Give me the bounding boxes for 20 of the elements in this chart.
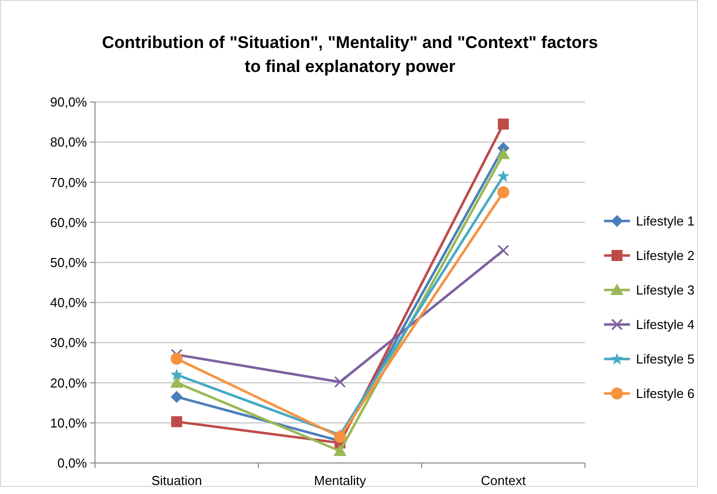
y-tick-label: 90,0%	[50, 94, 88, 110]
legend-label: Lifestyle 5	[636, 352, 695, 367]
legend-label: Lifestyle 2	[636, 248, 695, 264]
x-tick-label: Situation	[151, 473, 202, 488]
y-tick-label: 50,0%	[50, 254, 88, 270]
y-tick-label: 40,0%	[50, 295, 88, 310]
y-tick-label: 60,0%	[50, 214, 88, 230]
chart-title: Contribution of "Situation", "Mentality" and "Context" factors to final explanatory power	[102, 33, 598, 76]
y-tick-label: 30,0%	[50, 335, 88, 350]
legend-label: Lifestyle 1	[636, 214, 695, 229]
legend-label: Lifestyle 6	[636, 386, 695, 402]
y-tick-label: 70,0%	[50, 174, 88, 190]
y-tick-label: 0,0%	[57, 456, 88, 471]
x-tick-label: Mentality	[314, 473, 367, 488]
y-tick-label: 10,0%	[50, 415, 88, 430]
legend-label: Lifestyle 3	[636, 282, 695, 298]
y-tick-label: 20,0%	[50, 375, 88, 390]
x-tick-label: Context	[480, 473, 526, 488]
y-tick-label: 80,0%	[50, 134, 88, 150]
legend-label: Lifestyle 4	[636, 317, 695, 332]
